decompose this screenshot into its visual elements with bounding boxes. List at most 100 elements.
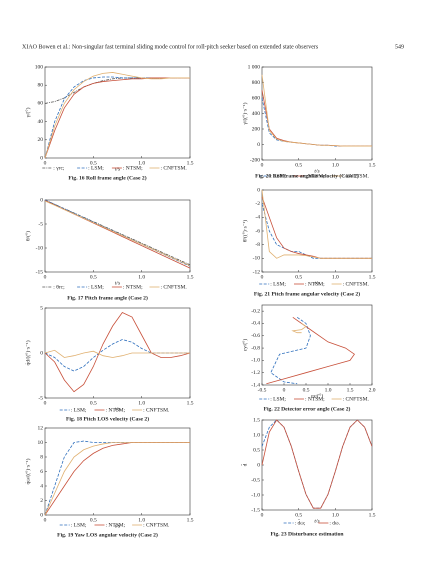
x-tick-label: 0	[44, 400, 47, 406]
y-tick-label: 1.0	[253, 432, 260, 438]
x-tick-label: 2.0	[369, 387, 376, 393]
y-axis-label: θ/(°)	[24, 231, 31, 241]
data-line	[44, 200, 191, 267]
x-tick-label: -0.5	[258, 387, 267, 393]
y-tick-label: -10	[253, 256, 261, 262]
data-line	[44, 349, 190, 358]
y-tick-label: 60	[38, 101, 44, 107]
y-tick-label: -5	[38, 395, 43, 401]
data-line	[261, 189, 372, 259]
y-tick-label: 1 000	[248, 64, 261, 70]
data-line	[291, 323, 307, 334]
y-tick-label: -0.6	[251, 333, 260, 339]
y-axis-label: d̂	[241, 463, 248, 466]
x-tick-label: 1.5	[187, 274, 194, 280]
legend-label: : CNFTSM.	[343, 281, 370, 287]
figure-caption: Fig. 22 Detector error angle (Case 2)	[264, 405, 351, 412]
x-axis-label: t/s	[115, 280, 120, 286]
x-tick-label: 1.0	[332, 512, 339, 518]
x-axis-label: εx/(°)	[311, 392, 323, 399]
legend-label: : CNFTSM.	[343, 173, 370, 179]
y-tick-label: 10	[38, 440, 44, 446]
y-tick-label: 0	[40, 155, 43, 161]
legend-label: : NTSM;	[106, 522, 126, 528]
y-tick-label: -10	[36, 245, 44, 251]
data-line	[44, 199, 191, 266]
legend-label: : NTSM;	[123, 165, 143, 171]
x-tick-label: 1.5	[369, 512, 376, 518]
y-tick-label: -5	[38, 221, 43, 227]
x-tick-label: 0.5	[295, 162, 302, 168]
figure-caption: Fig. 23 Disturbance estimation	[270, 531, 344, 537]
x-axis-label: t/s	[314, 280, 319, 286]
y-tick-label: 40	[38, 119, 44, 125]
y-tick-label: -12	[253, 269, 261, 275]
y-axis-label: q̇ω/((°)·s⁻¹)	[24, 458, 31, 484]
legend-label: : d̂ω;	[295, 519, 306, 526]
y-tick-label: -2	[255, 201, 260, 207]
data-line	[44, 77, 190, 159]
x-tick-label: 1.0	[138, 160, 145, 166]
data-line	[44, 311, 191, 393]
y-tick-label: 20	[38, 137, 44, 143]
x-tick-label: 0.5	[90, 517, 97, 523]
x-axis-label: t/s	[314, 168, 319, 174]
legend-label: : θrc;	[53, 284, 65, 290]
figure-caption: Fig. 17 Pitch frame angle (Case 2)	[67, 294, 148, 301]
x-tick-label: 0.5	[295, 274, 302, 280]
y-tick-label: 1.5	[253, 417, 260, 423]
y-tick-label: -0.8	[251, 345, 260, 351]
legend-label: : NTSM;	[305, 396, 325, 402]
legend-label: : LSM;	[88, 284, 104, 290]
plot-frame	[261, 304, 373, 386]
x-tick-label: 1.0	[138, 517, 145, 523]
x-tick-label: 1.5	[187, 517, 194, 523]
y-tick-label: 12	[38, 425, 44, 431]
y-tick-label: 0	[40, 512, 43, 518]
x-tick-label: 0.5	[303, 387, 310, 393]
x-tick-label: 1.5	[187, 160, 194, 166]
legend-label: : LSM;	[270, 281, 286, 287]
page-number: 549	[395, 44, 404, 50]
x-tick-label: 0	[44, 274, 47, 280]
y-axis-label: γ/(°)	[24, 107, 31, 118]
figure-caption: Fig. 16 Roll frame angle (Case 2)	[68, 174, 146, 181]
x-axis-label: t/s	[115, 406, 120, 412]
x-axis-label: t/s	[115, 166, 120, 172]
legend-label: : CNFTSM.	[343, 396, 370, 402]
x-tick-label: 0.5	[295, 512, 302, 518]
x-tick-label: 1.5	[369, 274, 376, 280]
y-tick-label: 400	[252, 111, 261, 117]
legend-label: : LSM;	[270, 173, 286, 179]
legend-label: : LSM;	[71, 522, 87, 528]
y-tick-label: -1.0	[251, 358, 260, 364]
x-tick-label: 1.5	[187, 400, 194, 406]
x-tick-label: 1.0	[138, 400, 145, 406]
y-axis-label: εy/(°)	[241, 339, 248, 352]
y-tick-label: 4	[40, 483, 43, 489]
x-tick-label: 0	[261, 162, 264, 168]
y-axis-label: γ̇/((°)·s⁻¹)	[241, 102, 248, 125]
x-axis-label: t/s	[314, 518, 319, 524]
legend-label: : LSM;	[71, 407, 87, 413]
y-tick-label: 8	[40, 454, 43, 460]
y-tick-label: 6	[40, 469, 43, 475]
y-tick-label: -0.5	[251, 477, 260, 483]
legend-label: : LSM;	[270, 396, 286, 402]
legend-label: : dω.	[329, 520, 340, 526]
legend-label: : LSM;	[88, 165, 104, 171]
legend-label: : NTSM;	[106, 407, 126, 413]
x-tick-label: 0	[261, 512, 264, 518]
y-tick-label: 80	[38, 82, 44, 88]
y-tick-label: -0.2	[251, 308, 260, 314]
y-tick-label: 2	[40, 498, 43, 504]
y-tick-label: 800	[252, 80, 261, 86]
x-tick-label: 0.5	[90, 274, 97, 280]
y-tick-label: -1.0	[251, 492, 260, 498]
x-tick-label: 1.5	[369, 162, 376, 168]
y-tick-label: 200	[252, 126, 261, 132]
x-tick-label: 0	[283, 387, 286, 393]
data-line	[261, 74, 372, 147]
x-tick-label: 0.5	[90, 400, 97, 406]
